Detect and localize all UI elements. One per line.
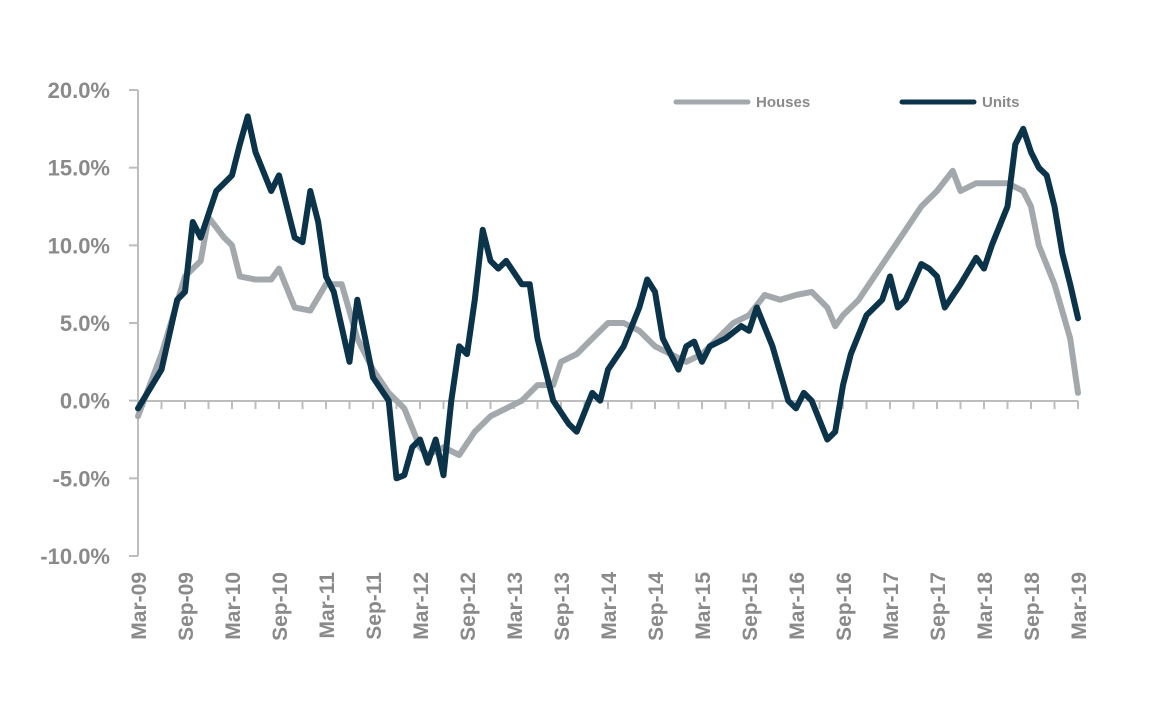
series-line-houses [135,167,1081,458]
y-tick-label: 15.0% [48,156,110,181]
x-tick-label: Sep-12 [457,572,480,641]
x-tick-label: Mar-18 [974,572,997,640]
y-axis-ticks: 20.0% 15.0% 10.0% 5.0% 0.0% -5.0% -10.0% [40,78,138,569]
x-tick-label: Sep-13 [551,572,574,641]
x-tick-label: Sep-16 [833,572,856,641]
x-tick-label: Mar-17 [880,572,903,640]
x-tick-label: Mar-16 [786,572,809,640]
x-tick-label: Mar-09 [128,572,151,640]
x-tick-label: Mar-14 [598,572,621,640]
y-tick-label: -10.0% [40,544,110,569]
x-tick-label: Sep-11 [363,572,386,640]
x-tick-label: Mar-10 [222,572,245,640]
y-tick-label: -5.0% [53,466,110,491]
x-tick-label: Sep-14 [645,572,668,641]
x-tick-label: Sep-10 [269,572,292,641]
y-tick-label: 20.0% [48,78,110,103]
y-tick-label: 5.0% [60,311,110,336]
y-tick-label: 0.0% [60,389,110,414]
x-tick-label: Mar-15 [692,572,715,640]
x-tick-label: Sep-15 [739,572,762,641]
series-layer [135,113,1081,482]
series-line-units [135,113,1081,482]
legend-label-houses: Houses [756,94,810,111]
x-axis-ticks: Mar-09 Sep-09 Mar-10 Sep-10 Mar-11 Sep-11 Mar-… [128,401,1091,641]
x-tick-label: Sep-17 [927,572,950,641]
x-tick-label: Sep-18 [1021,572,1044,641]
x-tick-label: Mar-12 [410,572,433,640]
legend-label-units: Units [982,94,1020,111]
x-tick-label: Mar-19 [1068,572,1091,640]
x-tick-label: Sep-09 [175,572,198,641]
x-tick-label: Mar-13 [504,572,527,640]
y-tick-label: 10.0% [48,233,110,258]
x-tick-label: Mar-11 [316,572,339,639]
legend: Houses Units [673,94,1020,111]
